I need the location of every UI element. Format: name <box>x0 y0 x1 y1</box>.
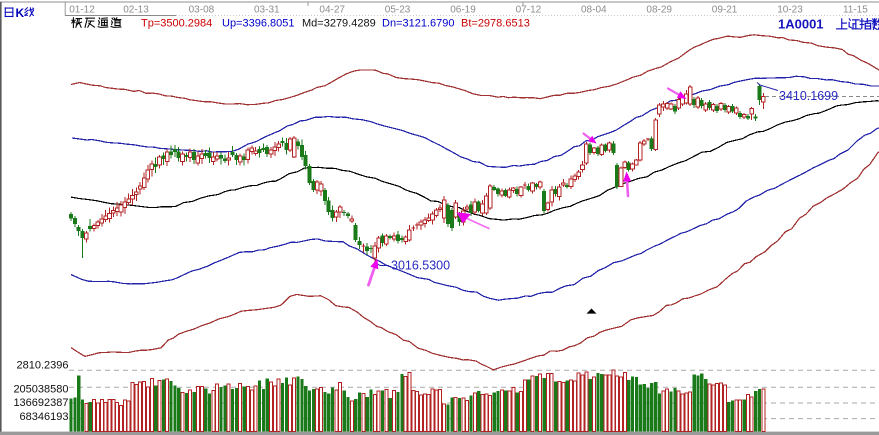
svg-text:3410.1699: 3410.1699 <box>779 89 838 103</box>
svg-text:2810.2396: 2810.2396 <box>17 360 69 372</box>
svg-text:10-23: 10-23 <box>777 5 803 16</box>
svg-text:07-12: 07-12 <box>516 5 542 16</box>
svg-text:1A0001: 1A0001 <box>778 17 824 32</box>
svg-text:Tp=3500.2984: Tp=3500.2984 <box>141 18 212 30</box>
svg-text:06-19: 06-19 <box>450 5 476 16</box>
svg-text:08-29: 08-29 <box>646 5 672 16</box>
svg-text:01-12: 01-12 <box>69 5 95 16</box>
svg-text:02-13: 02-13 <box>123 5 149 16</box>
svg-text:08-04: 08-04 <box>581 5 607 16</box>
svg-text:3016.5300: 3016.5300 <box>391 258 450 272</box>
svg-text:Bt=2978.6513: Bt=2978.6513 <box>461 18 530 30</box>
svg-text:03-31: 03-31 <box>254 5 280 16</box>
svg-text:04-27: 04-27 <box>319 5 345 16</box>
svg-text:Dn=3121.6790: Dn=3121.6790 <box>382 18 454 30</box>
svg-text:Md=3279.4289: Md=3279.4289 <box>302 18 376 30</box>
svg-text:68346193: 68346193 <box>20 411 69 423</box>
svg-text:205038580: 205038580 <box>13 384 68 396</box>
svg-text:03-08: 03-08 <box>189 5 215 16</box>
svg-text:136692387: 136692387 <box>13 397 68 409</box>
svg-text:K: K <box>16 6 25 20</box>
svg-text:05-23: 05-23 <box>385 5 411 16</box>
svg-text:Up=3396.8051: Up=3396.8051 <box>222 18 294 30</box>
svg-text:11-15: 11-15 <box>843 5 868 16</box>
svg-text:09-21: 09-21 <box>712 5 738 16</box>
